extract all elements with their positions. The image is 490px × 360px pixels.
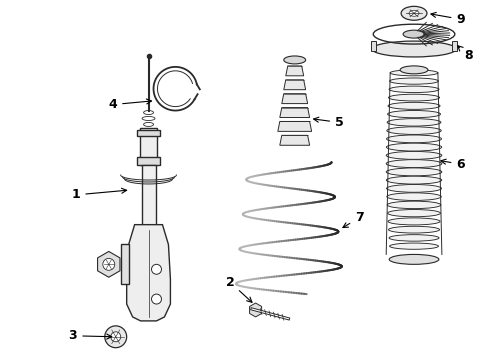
Polygon shape — [249, 303, 262, 317]
Ellipse shape — [372, 41, 456, 57]
Ellipse shape — [390, 70, 438, 76]
Polygon shape — [142, 165, 155, 225]
Polygon shape — [137, 157, 161, 165]
Text: 8: 8 — [458, 46, 473, 63]
Polygon shape — [286, 66, 304, 76]
Ellipse shape — [387, 135, 441, 143]
Ellipse shape — [387, 201, 441, 209]
Ellipse shape — [400, 66, 428, 74]
Ellipse shape — [103, 258, 115, 270]
Polygon shape — [284, 80, 306, 90]
Text: 9: 9 — [431, 12, 465, 26]
Text: 6: 6 — [441, 158, 465, 171]
Ellipse shape — [389, 226, 440, 233]
Ellipse shape — [389, 86, 439, 93]
Polygon shape — [371, 41, 376, 51]
Ellipse shape — [111, 332, 121, 342]
Ellipse shape — [387, 119, 441, 126]
Ellipse shape — [386, 143, 441, 151]
Ellipse shape — [386, 159, 442, 168]
Ellipse shape — [388, 102, 440, 109]
Polygon shape — [280, 108, 310, 117]
Ellipse shape — [389, 94, 440, 101]
Polygon shape — [452, 41, 457, 51]
Polygon shape — [280, 135, 310, 145]
Ellipse shape — [389, 235, 439, 241]
Ellipse shape — [284, 56, 306, 64]
Ellipse shape — [401, 6, 427, 20]
Ellipse shape — [390, 78, 439, 84]
Ellipse shape — [151, 294, 162, 304]
Polygon shape — [282, 94, 308, 104]
Text: 5: 5 — [314, 116, 344, 129]
Polygon shape — [137, 130, 161, 136]
Ellipse shape — [409, 10, 419, 16]
Text: 3: 3 — [69, 329, 112, 342]
Polygon shape — [98, 251, 120, 277]
Ellipse shape — [386, 176, 441, 184]
Text: 1: 1 — [72, 188, 126, 201]
Ellipse shape — [386, 152, 442, 159]
Polygon shape — [127, 225, 171, 321]
Ellipse shape — [387, 127, 441, 134]
Ellipse shape — [151, 264, 162, 274]
Ellipse shape — [387, 185, 441, 192]
Ellipse shape — [386, 168, 442, 176]
Text: 2: 2 — [226, 276, 252, 302]
Ellipse shape — [388, 218, 440, 225]
Polygon shape — [140, 129, 157, 165]
Ellipse shape — [387, 193, 441, 201]
Text: 4: 4 — [108, 98, 151, 111]
Ellipse shape — [388, 111, 441, 118]
Polygon shape — [278, 121, 312, 131]
Ellipse shape — [389, 255, 439, 264]
Ellipse shape — [403, 30, 425, 38]
Ellipse shape — [390, 243, 439, 249]
Polygon shape — [121, 244, 129, 284]
Text: 7: 7 — [343, 211, 364, 228]
Ellipse shape — [105, 326, 127, 348]
Ellipse shape — [388, 210, 441, 217]
